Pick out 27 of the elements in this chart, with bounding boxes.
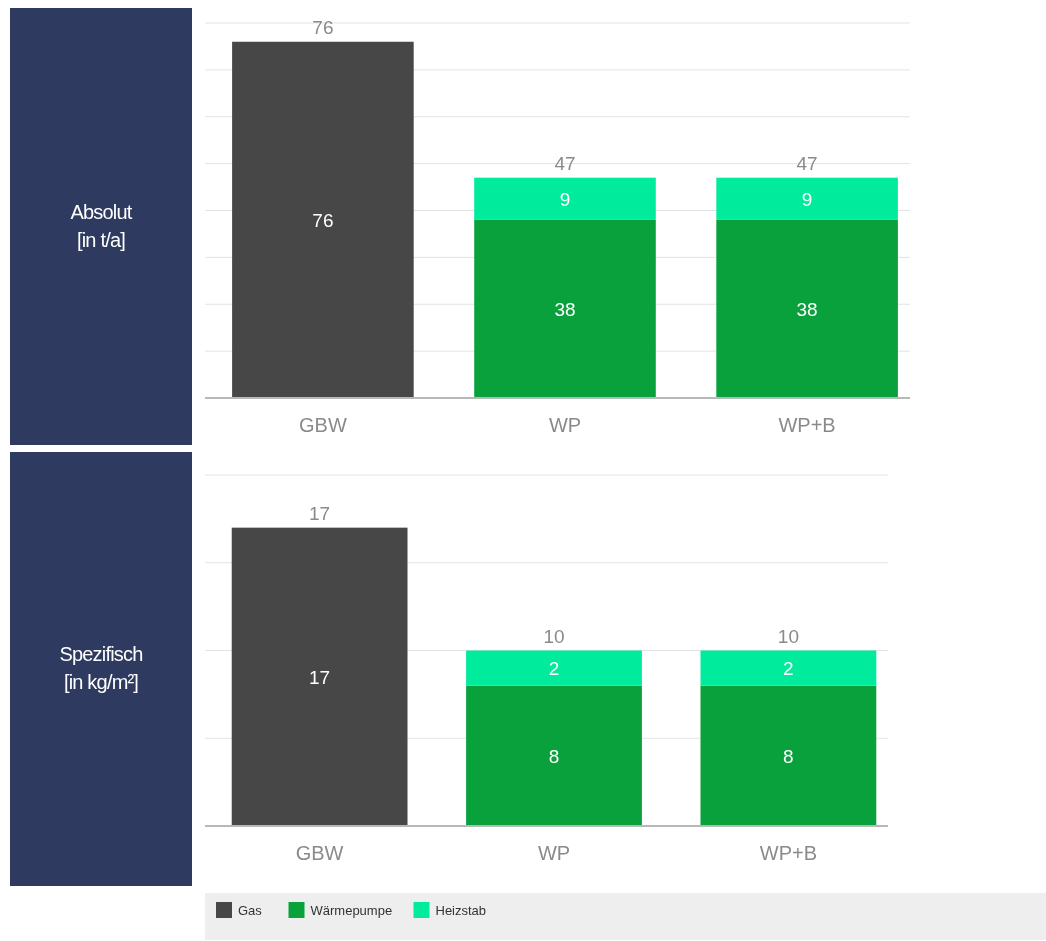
data-label: 9 [559,188,571,210]
total-label: 76 [312,16,334,38]
x-tick-label: WP [537,842,571,864]
data-label: 8 [783,745,794,767]
total-label: 10 [777,625,799,647]
x-tick-label: WP [548,414,582,436]
total-label: 17 [309,502,331,524]
y-axis-title: Spezifisch [in kg/m²] [59,643,143,693]
data-label: 17 [309,666,331,688]
x-tick-label: GBW [299,414,347,436]
data-label: 8 [548,745,560,767]
legend-label: Gas [238,903,263,918]
x-tick-label: WP+B [778,414,836,436]
data-label: 9 [801,188,813,210]
x-tick-label: WP+B [759,842,818,864]
legend-label: Heizstab [435,903,487,918]
total-label: 10 [543,625,565,647]
data-label: 2 [548,658,560,680]
total-label: 47 [796,152,818,174]
data-label: 38 [796,298,818,320]
data-label: 38 [554,298,576,320]
legend-label: Wärmepumpe [310,903,393,918]
data-label: 2 [783,658,794,680]
total-label: 47 [554,152,576,174]
x-tick-label: GBW [295,842,344,864]
data-label: 76 [312,209,334,231]
y-axis-title: Absolut [in t/a] [70,200,133,251]
